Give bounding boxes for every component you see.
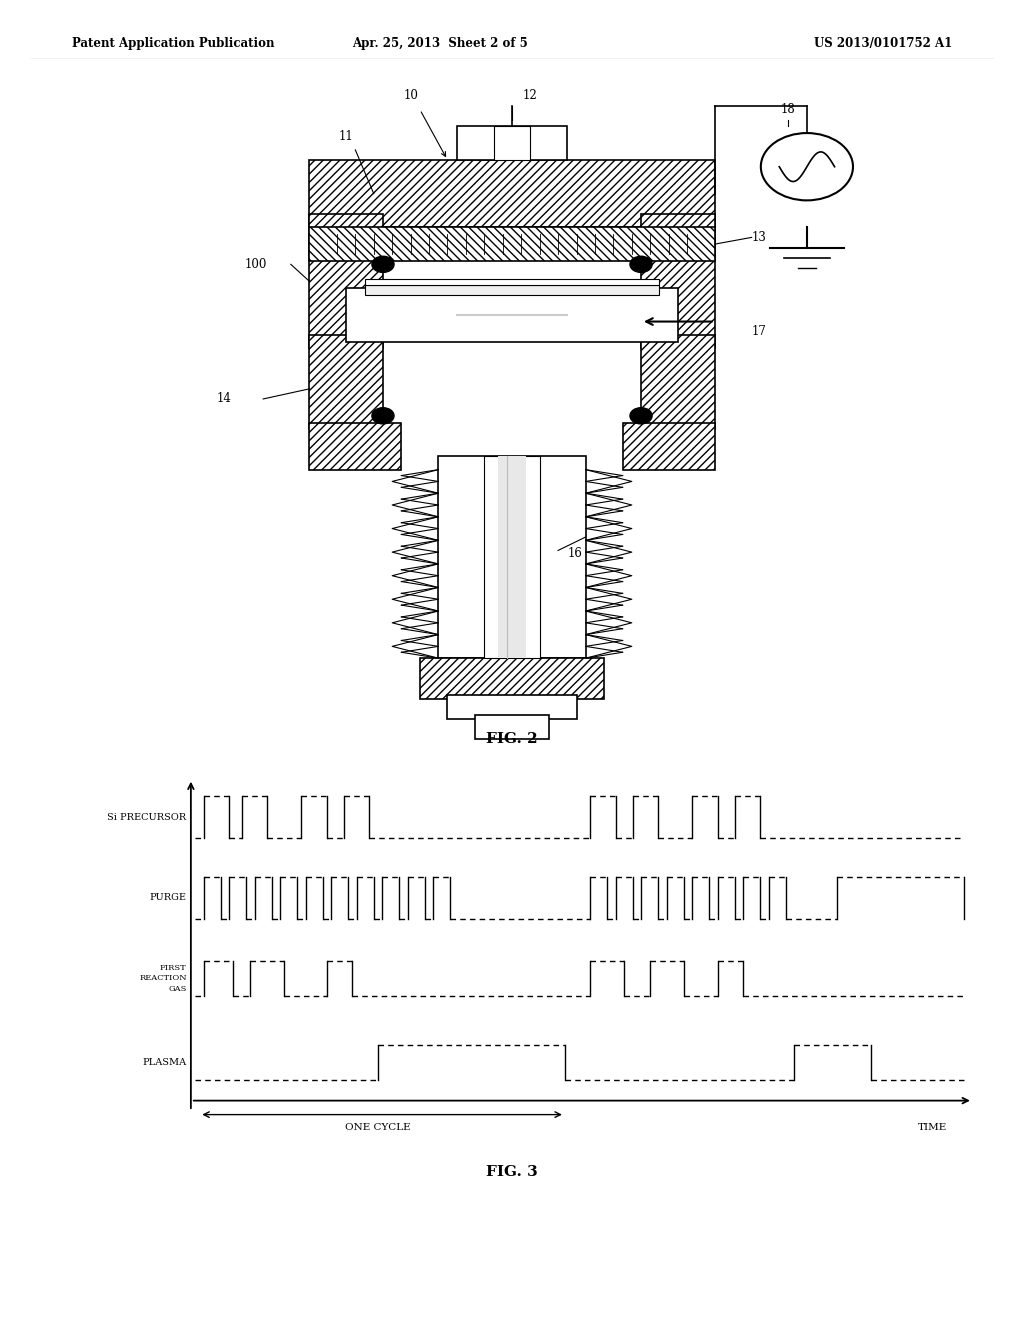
Text: 100: 100 [245, 257, 267, 271]
Bar [309, 422, 401, 470]
Bar [309, 335, 383, 429]
Text: PURGE: PURGE [150, 894, 186, 903]
Text: US 2013/0101752 A1: US 2013/0101752 A1 [814, 37, 952, 50]
Bar [309, 160, 715, 227]
Text: 14: 14 [217, 392, 232, 405]
Circle shape [372, 408, 394, 424]
Circle shape [630, 408, 652, 424]
Text: REACTION: REACTION [139, 974, 186, 982]
Bar [494, 127, 530, 160]
Bar [438, 457, 586, 659]
Bar [457, 127, 567, 160]
Text: TIME: TIME [919, 1123, 947, 1133]
Bar [641, 214, 715, 348]
Text: 13: 13 [752, 231, 767, 244]
Bar [346, 288, 678, 342]
Circle shape [372, 256, 394, 272]
Bar [484, 457, 540, 659]
Circle shape [630, 256, 652, 272]
Text: 12: 12 [523, 90, 538, 103]
Bar [420, 659, 604, 698]
Text: 18: 18 [781, 103, 796, 116]
Text: Patent Application Publication: Patent Application Publication [72, 37, 274, 50]
Bar [499, 457, 526, 659]
Text: FIRST: FIRST [160, 964, 186, 972]
Text: 10: 10 [403, 90, 418, 103]
Text: FIG. 3: FIG. 3 [486, 1166, 538, 1179]
Text: GAS: GAS [168, 985, 186, 993]
Text: ONE CYCLE: ONE CYCLE [345, 1123, 411, 1133]
Text: PLASMA: PLASMA [142, 1057, 186, 1067]
Text: 16: 16 [567, 548, 583, 560]
Text: Si PRECURSOR: Si PRECURSOR [108, 813, 186, 822]
Bar [641, 335, 715, 429]
Bar [475, 715, 549, 739]
Bar [309, 214, 383, 348]
Bar [447, 696, 577, 718]
Bar [623, 422, 715, 470]
Bar [365, 285, 659, 294]
Text: 17: 17 [752, 325, 767, 338]
Text: Apr. 25, 2013  Sheet 2 of 5: Apr. 25, 2013 Sheet 2 of 5 [352, 37, 528, 50]
Text: FIG. 2: FIG. 2 [486, 731, 538, 746]
Text: 11: 11 [339, 129, 353, 143]
Bar [309, 227, 715, 261]
Bar [365, 279, 659, 285]
